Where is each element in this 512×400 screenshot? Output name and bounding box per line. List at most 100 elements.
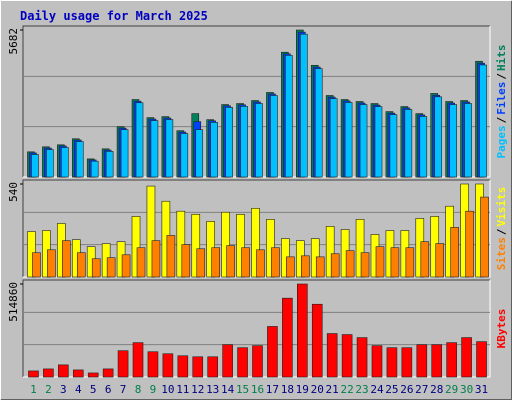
- x-tick-label: 31: [475, 383, 488, 396]
- x-tick-label: 29: [445, 383, 458, 396]
- bar: [87, 372, 99, 378]
- bar: [32, 252, 41, 278]
- bar: [162, 353, 174, 378]
- x-tick-label: 24: [370, 383, 384, 396]
- bar: [120, 129, 129, 178]
- bar: [375, 246, 385, 278]
- bar: [150, 120, 159, 178]
- bar: [76, 252, 86, 278]
- bar: [237, 347, 248, 378]
- x-tick-label: 28: [430, 383, 443, 396]
- bar: [270, 95, 278, 178]
- bar: [464, 103, 472, 178]
- bar: [192, 356, 204, 378]
- bar: [449, 104, 457, 178]
- bar: [241, 247, 250, 278]
- bar: [225, 107, 233, 178]
- bar: [61, 147, 69, 178]
- bar: [75, 141, 84, 178]
- bar: [401, 347, 413, 378]
- x-tick-label: 15: [236, 383, 249, 396]
- x-tick-label: 2: [45, 383, 52, 396]
- x-tick-label: 23: [355, 383, 368, 396]
- bar: [90, 160, 99, 178]
- bar: [286, 256, 295, 278]
- bar: [180, 133, 189, 178]
- bar: [435, 243, 445, 278]
- bar: [344, 102, 353, 178]
- x-tick-label: 4: [75, 383, 82, 396]
- x-tick-label: 19: [296, 383, 309, 396]
- bar: [226, 245, 235, 278]
- bar: [359, 104, 368, 178]
- bar: [176, 210, 186, 278]
- x-tick-label: 12: [191, 383, 204, 396]
- x-tick-label: 8: [135, 383, 142, 396]
- legend: Sites /Visits: [495, 187, 508, 271]
- bar: [390, 247, 400, 278]
- bar: [106, 257, 116, 278]
- bar: [345, 250, 355, 278]
- legend-entry: Sites: [495, 237, 508, 270]
- bar: [326, 333, 338, 378]
- bar: [195, 129, 204, 178]
- bar: [47, 249, 56, 278]
- bar: [360, 252, 370, 278]
- bar: [314, 68, 323, 178]
- legend: Pages/Files/Hits: [495, 45, 508, 159]
- bar: [252, 345, 263, 378]
- legend-entry: Visits: [495, 187, 508, 227]
- bar: [147, 351, 159, 378]
- bar: [371, 345, 383, 378]
- bar: [356, 337, 368, 378]
- bar: [72, 369, 84, 378]
- x-tick-label: 6: [105, 383, 112, 396]
- bar: [165, 119, 174, 178]
- x-tick-label: 7: [120, 383, 127, 396]
- bar: [461, 337, 472, 378]
- bar: [300, 33, 308, 178]
- x-tick-label: 18: [281, 383, 294, 396]
- bar: [28, 370, 39, 378]
- x-tick-label: 16: [251, 383, 264, 396]
- bar: [43, 368, 54, 378]
- bar: [196, 248, 206, 278]
- bar: [297, 283, 308, 378]
- bar: [404, 109, 413, 178]
- bar: [431, 344, 443, 378]
- bar: [374, 106, 383, 178]
- x-tick-label: 11: [176, 383, 189, 396]
- x-tick-label: 9: [150, 383, 157, 396]
- bar: [58, 364, 69, 378]
- x-tick-label: 1: [30, 383, 37, 396]
- legend-separator: /: [495, 73, 508, 80]
- bar: [386, 347, 398, 378]
- legend-entry: Hits: [495, 45, 508, 72]
- bar: [46, 149, 54, 178]
- x-tick-label: 3: [60, 383, 67, 396]
- bar: [102, 368, 114, 378]
- bar: [240, 106, 248, 178]
- bar: [31, 154, 39, 178]
- bar: [434, 96, 443, 178]
- x-tick-label: 22: [340, 383, 353, 396]
- bar: [181, 244, 191, 278]
- bar: [256, 249, 265, 278]
- bar: [236, 214, 245, 278]
- bar: [135, 102, 144, 178]
- bar: [211, 247, 220, 278]
- x-tick-label: 27: [415, 383, 428, 396]
- bar: [210, 122, 218, 178]
- x-tick-label: 13: [206, 383, 219, 396]
- bar: [222, 344, 233, 378]
- bar: [271, 247, 280, 278]
- legend-separator: /: [495, 228, 508, 235]
- bar: [166, 235, 176, 278]
- bar: [416, 344, 428, 378]
- bar: [282, 297, 293, 378]
- bar: [151, 240, 161, 278]
- bar: [105, 151, 114, 178]
- bar: [132, 342, 144, 378]
